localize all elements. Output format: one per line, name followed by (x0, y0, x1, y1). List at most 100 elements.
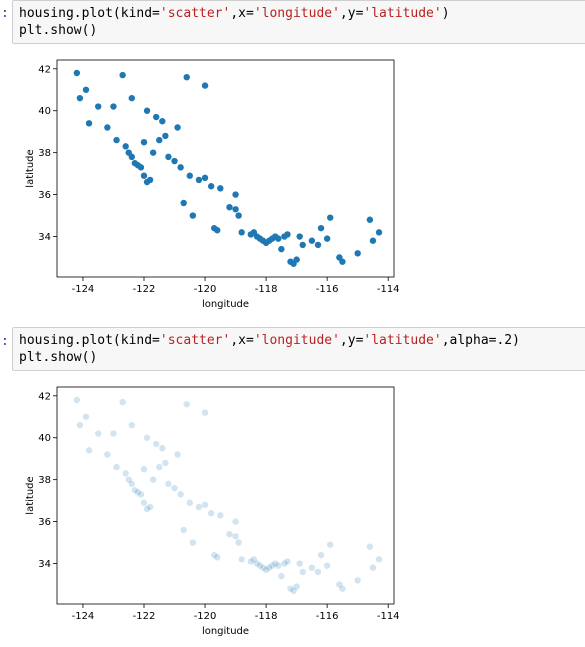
code-cell[interactable]: housing.plot(kind='scatter',x='longitude… (12, 0, 585, 44)
point (156, 136, 163, 144)
point (256, 562, 264, 569)
point (317, 551, 325, 559)
point (232, 518, 239, 525)
point (146, 176, 154, 184)
code-cell[interactable]: housing.plot(kind='scatter',x='longitude… (12, 327, 585, 371)
point (214, 554, 221, 561)
point (375, 229, 383, 236)
x-tick-label: -122 (133, 611, 156, 622)
y-tick-label: 40 (38, 433, 51, 444)
code-token: ) (441, 6, 450, 21)
x-tick-label: -122 (133, 284, 156, 295)
point (217, 512, 224, 519)
point (226, 530, 233, 538)
y-tick-label: 34 (38, 232, 51, 243)
point (287, 585, 294, 592)
point (272, 560, 279, 567)
point (284, 558, 291, 565)
point (153, 440, 160, 448)
point (162, 132, 169, 140)
code-token: 'scatter' (159, 333, 231, 348)
y-tick-label: 36 (38, 190, 51, 201)
point (296, 233, 303, 240)
point (165, 480, 172, 488)
point (180, 199, 187, 207)
point (339, 585, 346, 592)
point (140, 499, 148, 506)
code-line: housing.plot(kind='scatter',x='longitude… (19, 5, 585, 22)
point (195, 503, 203, 511)
point (95, 430, 102, 437)
point (143, 434, 151, 441)
code-token: housing.plot(kind= (19, 6, 160, 21)
point (174, 124, 181, 131)
point (293, 583, 300, 590)
point (232, 191, 239, 198)
y-tick-label: 38 (38, 148, 51, 159)
y-axis-label: latitude (25, 476, 36, 514)
point (183, 73, 190, 81)
chart: -124 -122 -120 -118 -116 -114 34 36 38 40 42 longit… (25, 59, 400, 310)
code-token: ,y= (339, 333, 364, 348)
point (122, 143, 129, 150)
point (153, 113, 160, 121)
point (110, 103, 117, 110)
point (95, 103, 102, 110)
point (327, 541, 334, 548)
point (137, 491, 145, 498)
point (323, 562, 331, 569)
point (336, 581, 343, 588)
point (113, 136, 120, 144)
point (247, 558, 255, 565)
point (269, 562, 276, 569)
point (104, 451, 111, 458)
point (140, 465, 148, 473)
point (275, 562, 282, 569)
plot-frame (56, 386, 395, 605)
point (159, 118, 166, 125)
x-tick-label: -120 (194, 611, 217, 622)
point (76, 421, 84, 429)
code-token: 'scatter' (159, 6, 231, 21)
code-token: 'longitude' (253, 6, 340, 21)
point (259, 564, 267, 571)
point (308, 564, 316, 571)
point (323, 235, 331, 242)
point (82, 413, 90, 420)
point (183, 400, 190, 408)
x-axis-label: longitude (202, 299, 249, 310)
point (314, 241, 322, 249)
point (113, 463, 120, 471)
point (134, 489, 142, 496)
point (308, 237, 316, 244)
point (284, 231, 291, 238)
code-token: ,x= (230, 6, 254, 21)
point (119, 71, 126, 79)
point (159, 445, 166, 452)
point (201, 501, 209, 509)
x-tick-label: -124 (72, 284, 95, 295)
point (186, 499, 193, 506)
x-axis-label: longitude (202, 626, 249, 637)
point (189, 212, 197, 219)
point (262, 566, 270, 574)
point (314, 568, 322, 576)
point (214, 227, 221, 234)
point (354, 250, 361, 257)
point (149, 476, 157, 483)
point (131, 486, 139, 494)
x-tick-label: -116 (316, 284, 339, 295)
point (253, 560, 261, 567)
code-line: plt.show() (19, 349, 585, 366)
point (140, 138, 148, 146)
code-token: 'longitude' (253, 333, 340, 348)
point (85, 447, 93, 454)
y-tick-label: 42 (38, 391, 51, 402)
cell-prompt: : (1, 6, 9, 21)
point (76, 94, 84, 102)
y-tick-label: 40 (38, 106, 51, 117)
point (149, 149, 157, 156)
x-tick-label: -120 (194, 284, 217, 295)
point (250, 556, 258, 563)
point (317, 224, 325, 232)
